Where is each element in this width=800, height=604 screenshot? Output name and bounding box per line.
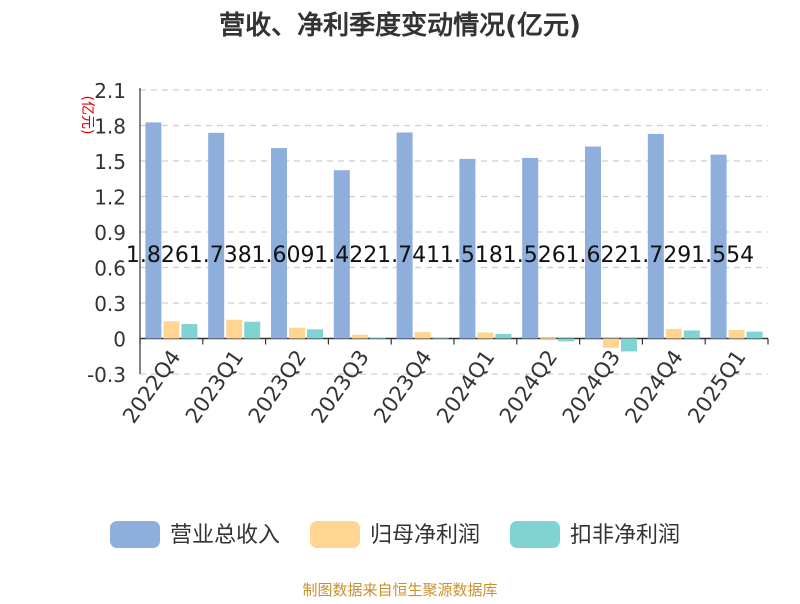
data-label: 1.729 [628, 243, 691, 268]
data-labels: 1.826 1.738 1.609 1.422 1.741 1.518 1.526 1.622… [126, 243, 754, 268]
legend-label: 营业总收入 [170, 523, 280, 548]
y-tick-label: 0 [113, 328, 126, 352]
data-label: 1.741 [377, 243, 440, 268]
bar-deducted-net-profit[interactable] [244, 321, 261, 339]
bar-net-profit[interactable] [163, 321, 180, 339]
bar-deducted-net-profit[interactable] [558, 338, 575, 342]
bar-revenue[interactable] [271, 148, 287, 339]
y-tick-label: 1.8 [94, 115, 126, 139]
y-tick-labels: -0.3 0 0.3 0.6 0.9 1.2 1.5 1.8 2.1 [87, 79, 126, 387]
data-label: 1.422 [314, 243, 377, 268]
bar-deducted-net-profit[interactable] [495, 334, 512, 339]
bar-revenue[interactable] [647, 133, 664, 339]
y-tick-label: 2.1 [94, 79, 126, 103]
y-axis-unit-label: (亿元) [79, 96, 95, 135]
bar-revenue[interactable] [208, 132, 225, 339]
source-footer: 制图数据来自恒生聚源数据库 [302, 581, 497, 599]
bar-net-profit[interactable] [603, 338, 619, 348]
bar-revenue[interactable] [585, 146, 601, 339]
legend-label: 归母净利润 [370, 523, 480, 548]
grid-lines [140, 89, 768, 375]
data-label: 1.826 [126, 243, 189, 268]
bar-net-profit[interactable] [728, 329, 745, 339]
legend-swatch [510, 521, 560, 548]
bar-deducted-net-profit[interactable] [307, 329, 323, 339]
legend-item[interactable]: 扣非净利润 [510, 521, 680, 548]
data-label: 1.518 [440, 243, 503, 268]
legend[interactable]: 营业总收入 归母净利润 扣非净利润 [110, 521, 680, 548]
bar-net-profit[interactable] [477, 332, 494, 339]
bar-net-profit[interactable] [665, 328, 682, 339]
bar-net-profit[interactable] [414, 332, 431, 339]
bar-marks [145, 122, 763, 352]
legend-label: 扣非净利润 [570, 523, 680, 548]
bar-deducted-net-profit[interactable] [181, 324, 198, 339]
bar-revenue[interactable] [333, 170, 350, 339]
data-label: 1.609 [252, 243, 315, 268]
y-tick-label: -0.3 [87, 363, 126, 387]
y-tick-label: 0.6 [94, 257, 126, 281]
legend-swatch [110, 521, 160, 548]
y-tick-label: 1.2 [94, 186, 126, 210]
bar-deducted-net-profit[interactable] [369, 337, 386, 339]
legend-item[interactable]: 归母净利润 [310, 521, 480, 548]
data-label: 1.554 [691, 243, 754, 268]
chart-title: 营收、净利季度变动情况(亿元) [219, 10, 581, 41]
bar-net-profit[interactable] [289, 327, 305, 339]
y-tick-label: 0.3 [94, 292, 126, 316]
bar-revenue[interactable] [396, 132, 413, 339]
data-label: 1.622 [566, 243, 629, 268]
bar-net-profit[interactable] [540, 338, 557, 339]
bar-net-profit[interactable] [351, 334, 368, 339]
bar-deducted-net-profit[interactable] [746, 331, 763, 339]
bar-deducted-net-profit[interactable] [432, 337, 449, 339]
bar-revenue[interactable] [710, 154, 727, 339]
y-tick-label: 0.9 [94, 221, 126, 245]
bar-revenue[interactable] [145, 122, 162, 339]
data-label: 1.738 [189, 243, 252, 268]
legend-item[interactable]: 营业总收入 [110, 521, 280, 548]
legend-swatch [310, 521, 360, 548]
bar-deducted-net-profit[interactable] [683, 330, 700, 339]
bar-deducted-net-profit[interactable] [621, 338, 637, 352]
bar-revenue[interactable] [459, 158, 476, 339]
bar-revenue[interactable] [522, 157, 539, 339]
y-tick-label: 1.5 [94, 150, 126, 174]
data-label: 1.526 [503, 243, 566, 268]
bar-net-profit[interactable] [226, 319, 243, 339]
